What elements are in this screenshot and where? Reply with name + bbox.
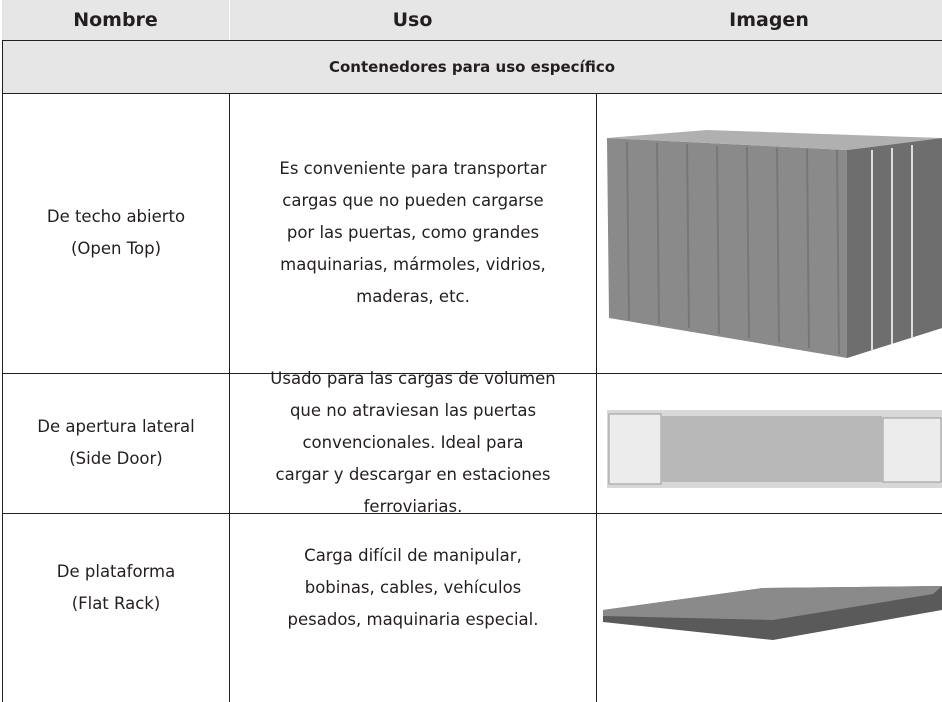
text-line: Carga difícil de manipular,: [304, 546, 522, 565]
text-line: cargas que no pueden cargarse: [282, 191, 544, 210]
container-image: [607, 130, 942, 358]
header-cell: Uso: [229, 0, 596, 40]
name-cell: De apertura lateral (Side Door): [3, 373, 229, 513]
rule: [596, 93, 597, 702]
rule: [2, 93, 942, 94]
text-line: De techo abierto: [46, 207, 186, 226]
container-image: [603, 586, 942, 640]
text-line: convencionales. Ideal para: [302, 433, 524, 452]
text-line: Es conveniente para transportar: [279, 159, 547, 178]
rule: [229, 93, 230, 702]
header-cell: Nombre: [2, 0, 229, 40]
text-line: De apertura lateral: [37, 417, 195, 436]
text-line: maquinarias, mármoles, vidrios,: [280, 255, 546, 274]
header-cell: Imagen: [596, 0, 942, 40]
rule: [2, 373, 942, 374]
text-line: Usado para las cargas de volumen: [270, 369, 556, 388]
text-line: (Side Door): [69, 449, 163, 468]
text-line: que no atraviesan las puertas: [289, 401, 537, 420]
text-line: bobinas, cables, vehículos: [304, 578, 522, 597]
rule: [2, 40, 3, 702]
text-line: cargar y descargar en estaciones: [275, 465, 551, 484]
name-cell: De techo abierto (Open Top): [3, 93, 229, 373]
section-cell: Contenedores para uso específico: [2, 41, 942, 93]
text-line: pesados, maquinaria especial.: [287, 610, 539, 629]
rule: [2, 513, 942, 514]
rule: [229, 0, 230, 40]
text-line: maderas, etc.: [356, 287, 470, 306]
use-cell: Es conveniente para transportar cargas qu…: [230, 93, 596, 373]
use-cell: Usado para las cargas de volumen que no a…: [230, 369, 596, 516]
text-line: (Flat Rack): [71, 594, 161, 613]
text-line: por las puertas, como grandes: [286, 223, 540, 242]
text-line: ferroviarias.: [363, 497, 463, 516]
rule: [2, 40, 942, 41]
name-cell: De plataforma (Flat Rack): [3, 513, 229, 663]
text-line: (Open Top): [70, 239, 162, 258]
text-line: De plataforma: [56, 562, 176, 581]
use-cell: Carga difícil de manipular, bobinas, cabl…: [230, 513, 596, 663]
container-image: [607, 410, 942, 488]
